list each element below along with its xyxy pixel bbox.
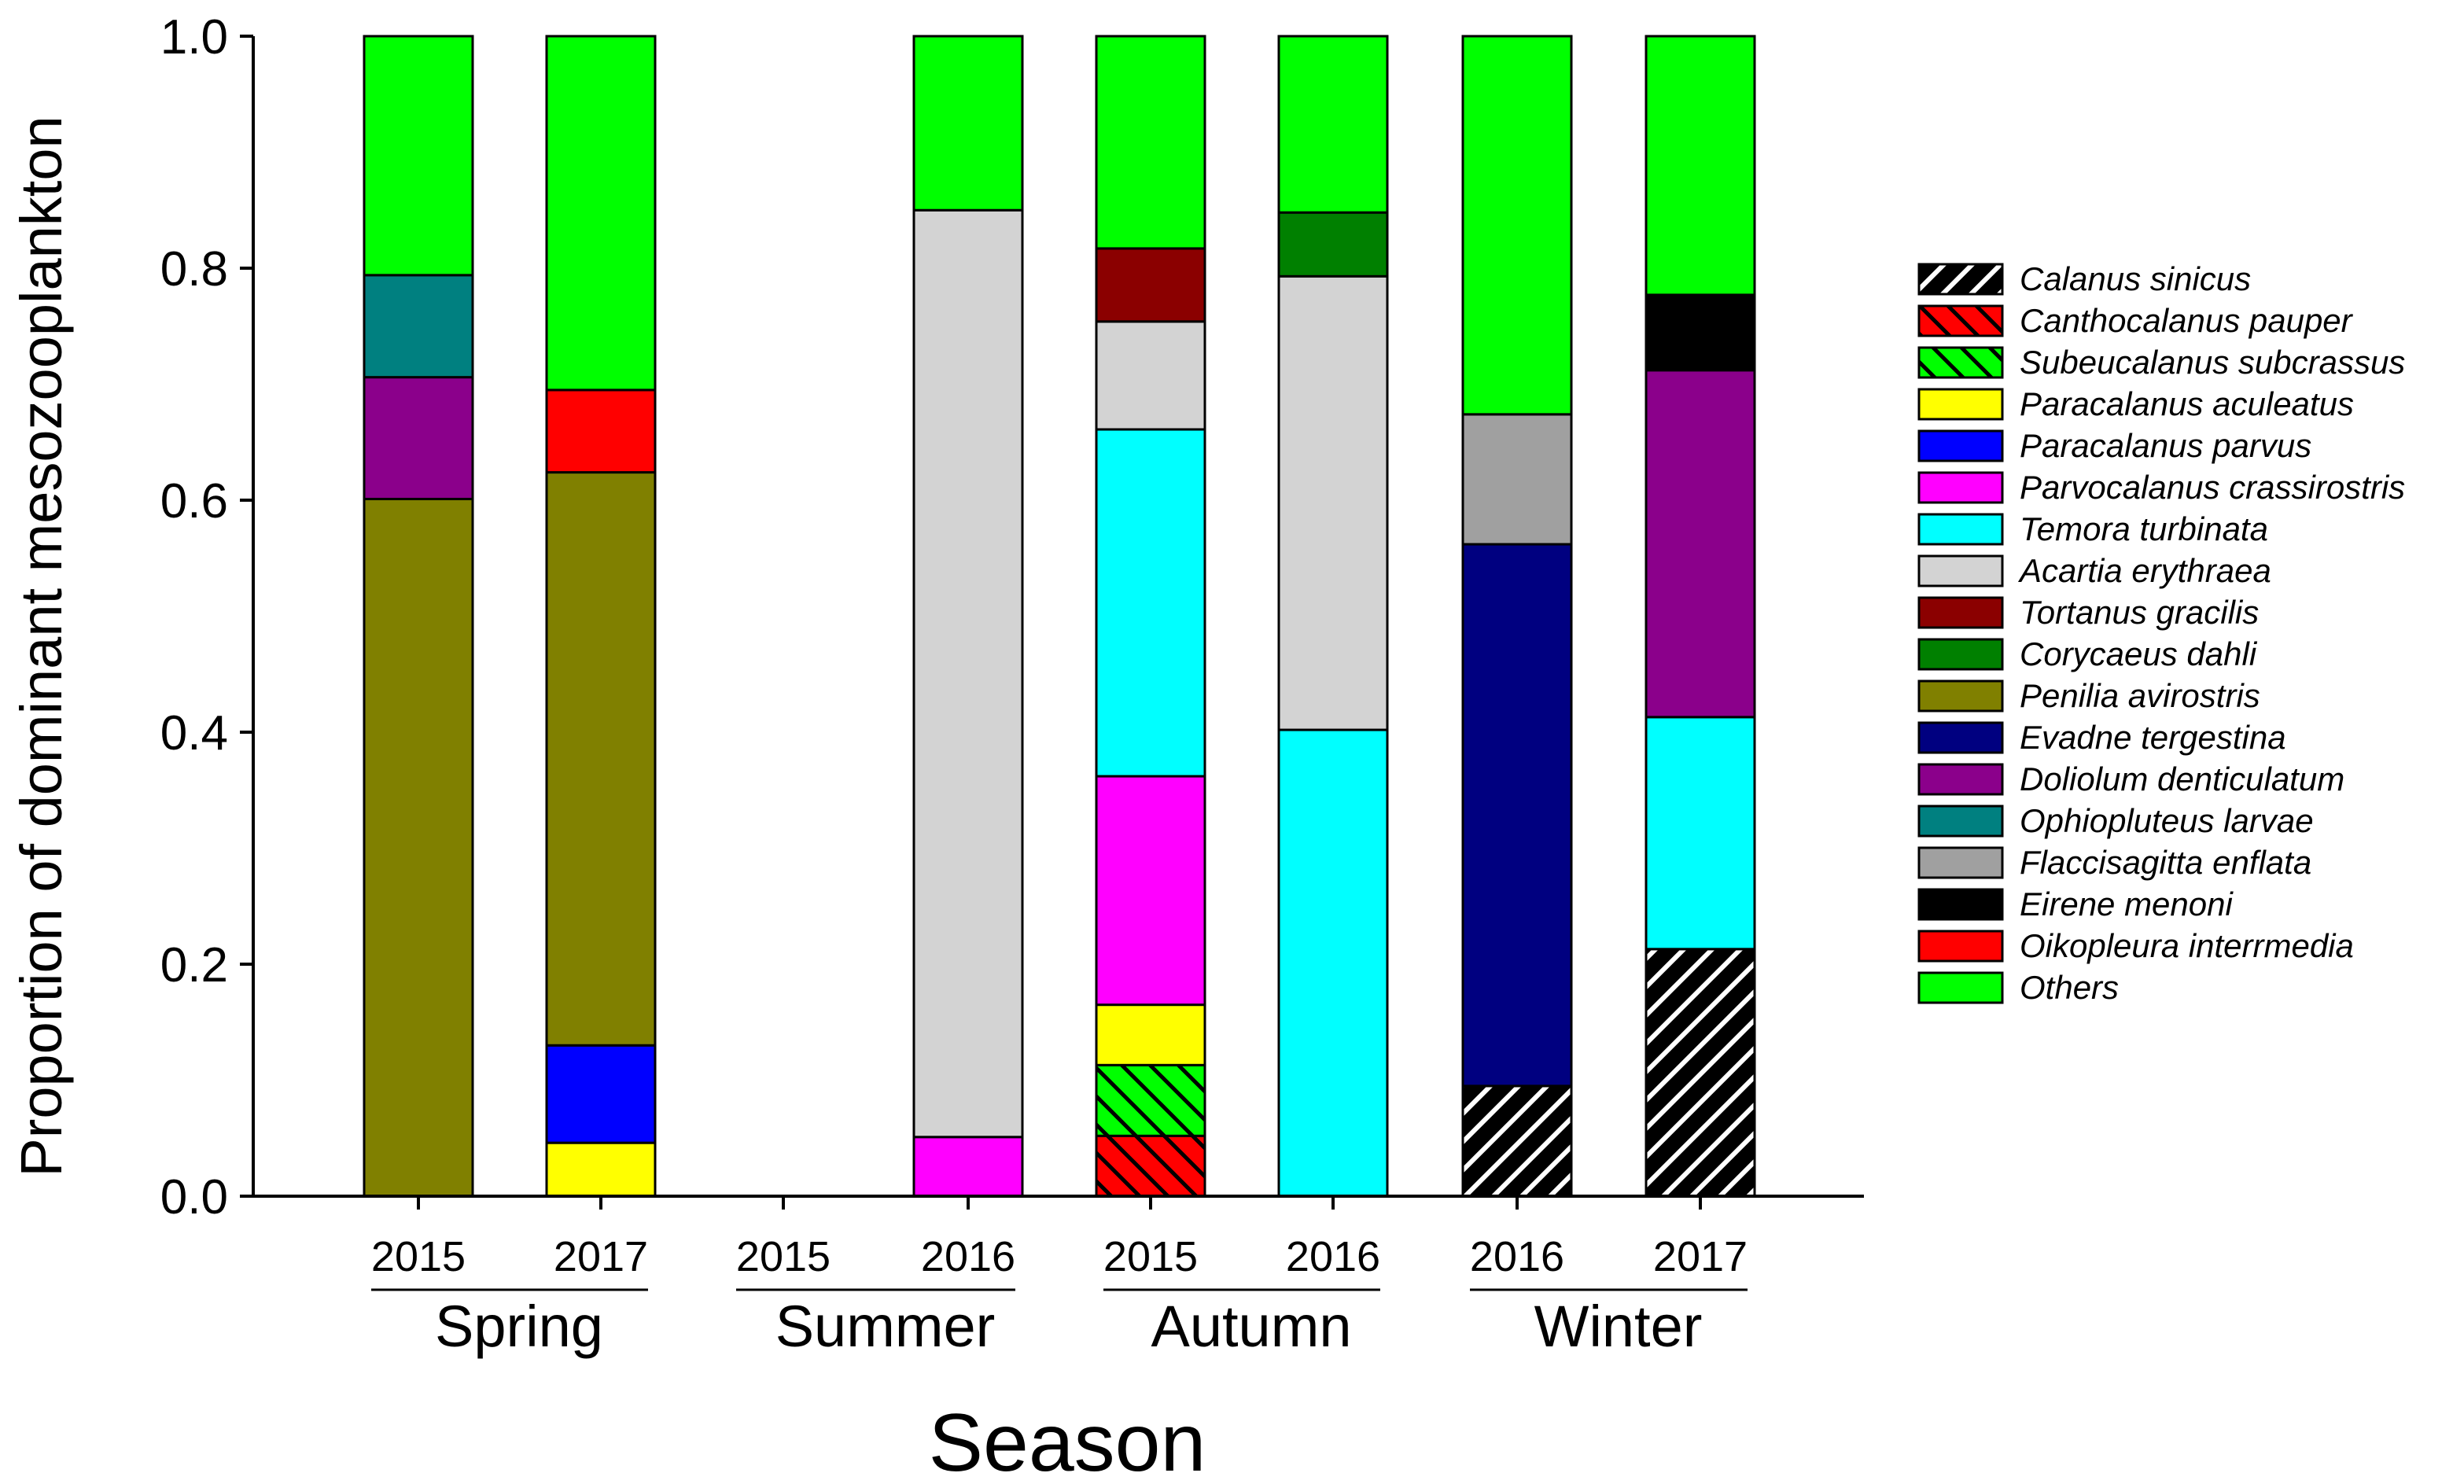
bar-segment [545,388,657,474]
y-tick-label: 0.0 [160,1170,228,1224]
bar-segment [1277,35,1389,214]
bar-segment [912,35,1024,212]
bar-segment [545,1141,657,1198]
legend: Calanus sinicus Canthocalanus pauper Subeu… [1917,260,2405,1006]
bar-segment [1645,35,1756,296]
legend-swatch [1917,930,2004,963]
x-tick-label: 2015 [1103,1233,1198,1280]
legend-label: Corycaeus dahli [2020,635,2258,672]
season-group-label: Winter [1534,1294,1703,1359]
bar-segment [1645,293,1756,372]
legend-label: Evadne tergestina [2020,719,2286,756]
bar-segment [1095,320,1206,431]
bar-segment [1095,1134,1206,1198]
season-group-label: Spring [435,1294,603,1359]
bar-segment [1095,1003,1206,1066]
legend-label: Ophiopluteus larvae [2020,802,2314,839]
bar-segment [363,498,474,1198]
bar-segment [1095,35,1206,250]
legend-label: Paracalanus aculeatus [2020,385,2354,422]
bar-segment [912,208,1024,1139]
bar-segment [545,1044,657,1144]
legend-swatch [1917,304,2004,337]
legend-label: Flaccisagitta enflata [2020,844,2311,881]
bar-segment [363,35,474,277]
bar-segment [1461,413,1573,546]
x-axis-title: Season [929,1397,1206,1484]
legend-swatch [1917,263,2004,296]
legend-swatch [1917,513,2004,546]
bar-segment [1095,428,1206,778]
y-axis-title: Proportion of dominant mesozooplankton [9,116,74,1177]
bar-segment [1277,728,1389,1198]
legend-label: Calanus sinicus [2020,260,2251,297]
bar-segment [912,1136,1024,1198]
bar-segment [363,274,474,379]
bar-segment [1645,369,1756,719]
bar-segment [1277,274,1389,731]
x-tick-label: 2017 [1653,1233,1748,1280]
legend-label: Penilia avirostris [2020,677,2260,714]
legend-swatch [1917,554,2004,587]
legend-label: Temora turbinata [2020,510,2268,547]
x-tick-label: 2016 [921,1233,1015,1280]
legend-swatch [1917,763,2004,796]
legend-swatch [1917,346,2004,379]
y-tick-label: 0.6 [160,474,228,528]
bar-segment [1095,247,1206,323]
legend-swatch [1917,679,2004,713]
legend-swatch [1917,846,2004,879]
bar-segment [545,471,657,1047]
legend-swatch [1917,721,2004,754]
legend-label: Canthocalanus pauper [2020,302,2354,339]
season-group-label: Summer [775,1294,996,1359]
legend-swatch [1917,596,2004,629]
x-tick-label: 2015 [736,1233,831,1280]
bar-segment [1461,1084,1573,1198]
bar-segment [1095,775,1206,1007]
legend-swatch [1917,429,2004,462]
legend-swatch [1917,805,2004,838]
x-tick-label: 2016 [1286,1233,1380,1280]
legend-swatch [1917,638,2004,671]
y-tick-label: 0.4 [160,706,228,760]
bar-segment [1645,948,1756,1198]
bar-segment [1095,1063,1206,1137]
bar-segment [1461,35,1573,416]
legend-label: Others [2020,969,2119,1006]
legend-label: Subeucalanus subcrassus [2020,344,2405,381]
legend-swatch [1917,471,2004,504]
legend-swatch [1917,971,2004,1004]
legend-label: Eirene menoni [2020,886,2234,922]
legend-swatch [1917,388,2004,421]
x-tick-label: 2015 [371,1233,466,1280]
legend-label: Paracalanus parvus [2020,427,2311,464]
legend-label: Tortanus gracilis [2020,594,2259,631]
legend-swatch [1917,888,2004,921]
bar-segment [1277,211,1389,278]
bar-segment [363,376,474,501]
x-tick-label: 2016 [1470,1233,1564,1280]
y-tick-label: 0.8 [160,242,228,296]
bar-segment [1645,716,1756,951]
season-group-label: Autumn [1151,1294,1351,1359]
bar-segment [1461,543,1573,1088]
y-tick-label: 0.2 [160,938,228,992]
bar-segment [545,35,657,392]
legend-label: Doliolum denticulatum [2020,760,2344,797]
legend-label: Parvocalanus crassirostris [2020,469,2405,506]
legend-label: Acartia erythraea [2017,552,2271,589]
legend-label: Oikopleura interrmedia [2020,927,2354,964]
y-tick-label: 1.0 [160,10,228,64]
x-tick-label: 2017 [554,1233,648,1280]
